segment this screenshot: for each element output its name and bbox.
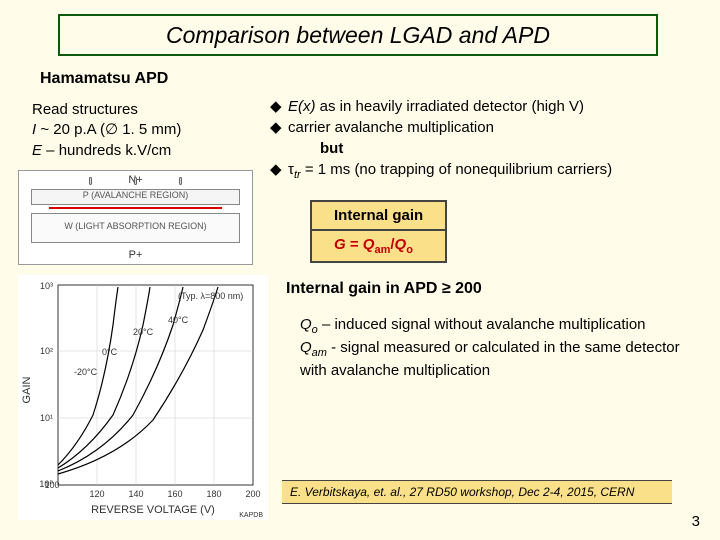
- diamond-icon: ◆: [270, 117, 288, 138]
- internal-gain-box: Internal gain G = Qam/Qo: [310, 200, 447, 263]
- apd-header: Hamamatsu APD: [40, 70, 168, 88]
- bullet-1: ◆ E(x) as in heavily irradiated detector…: [270, 96, 612, 117]
- gain-box-title: Internal gain: [312, 202, 445, 231]
- title-box: Comparison between LGAD and APD: [58, 14, 658, 56]
- slide-number: 3: [692, 513, 700, 530]
- chart-ytick: 10³: [40, 281, 53, 291]
- chart-attribution: KAPDB: [239, 512, 263, 519]
- chart-ytick: 10⁰: [39, 479, 53, 489]
- left-line2: I ~ 20 p.A (∅ 1. 5 mm): [32, 120, 181, 140]
- citation-box: E. Verbitskaya, et. al., 27 RD50 worksho…: [282, 480, 672, 504]
- chart-xtick: 120: [89, 489, 104, 499]
- chart-lambda-label: (Typ. λ=800 nm): [178, 291, 243, 301]
- chart-svg: 100 120 140 160 180 200 10⁰ 10¹ 10² 10³ …: [18, 275, 268, 520]
- chart-ytick: 10¹: [40, 413, 53, 423]
- chart-xtick: 140: [128, 489, 143, 499]
- gain-box-formula: G = Qam/Qo: [312, 231, 445, 261]
- bullet-list: ◆ E(x) as in heavily irradiated detector…: [270, 96, 612, 183]
- chart-xlabel: REVERSE VOLTAGE (V): [91, 504, 215, 516]
- diagram-pplus-label: P+: [129, 249, 143, 261]
- chart-temp-label: 40°C: [168, 315, 189, 325]
- diagram-terminal-icon: [89, 177, 92, 185]
- chart-ytick: 10²: [40, 346, 53, 356]
- chart-temp-label: -20°C: [74, 367, 98, 377]
- diamond-icon: ◆: [270, 159, 288, 183]
- chart-xtick: 180: [206, 489, 221, 499]
- slide-title: Comparison between LGAD and APD: [166, 22, 550, 49]
- diagram-junction-line: [49, 207, 222, 209]
- qam-def: Qam - signal measured or calculated in t…: [300, 338, 690, 381]
- apd-gain-value: Internal gain in APD ≥ 200: [286, 280, 482, 298]
- chart-temp-label: 20°C: [133, 327, 154, 337]
- chart-xtick: 160: [167, 489, 182, 499]
- bullet-3: ◆ τtr = 1 ms (no trapping of nonequilibr…: [270, 159, 612, 183]
- chart-frame: [58, 285, 253, 485]
- left-line1: Read structures: [32, 100, 181, 120]
- left-line3: E – hundreds k.V/cm: [32, 141, 181, 161]
- left-text-block: Read structures I ~ 20 p.A (∅ 1. 5 mm) E…: [32, 100, 181, 161]
- diagram-absorption-label: W (LIGHT ABSORPTION REGION): [19, 221, 252, 231]
- gain-voltage-chart: 100 120 140 160 180 200 10⁰ 10¹ 10² 10³ …: [18, 275, 268, 520]
- bullet-2: ◆ carrier avalanche multiplication: [270, 117, 612, 138]
- diagram-terminal-icon: [179, 177, 182, 185]
- apd-structure-diagram: N+ P (AVALANCHE REGION) W (LIGHT ABSORPT…: [18, 170, 253, 265]
- chart-temp-label: 0°C: [102, 347, 118, 357]
- chart-ylabel: GAIN: [21, 377, 33, 404]
- diagram-terminal-icon: [134, 177, 137, 185]
- diagram-avalanche-label: P (AVALANCHE REGION): [19, 190, 252, 200]
- qo-def: Qo – induced signal without avalanche mu…: [300, 315, 690, 338]
- definitions-block: Qo – induced signal without avalanche mu…: [300, 315, 690, 381]
- diamond-icon: ◆: [270, 96, 288, 117]
- chart-xtick: 200: [245, 489, 260, 499]
- bullet-but: but: [270, 138, 612, 159]
